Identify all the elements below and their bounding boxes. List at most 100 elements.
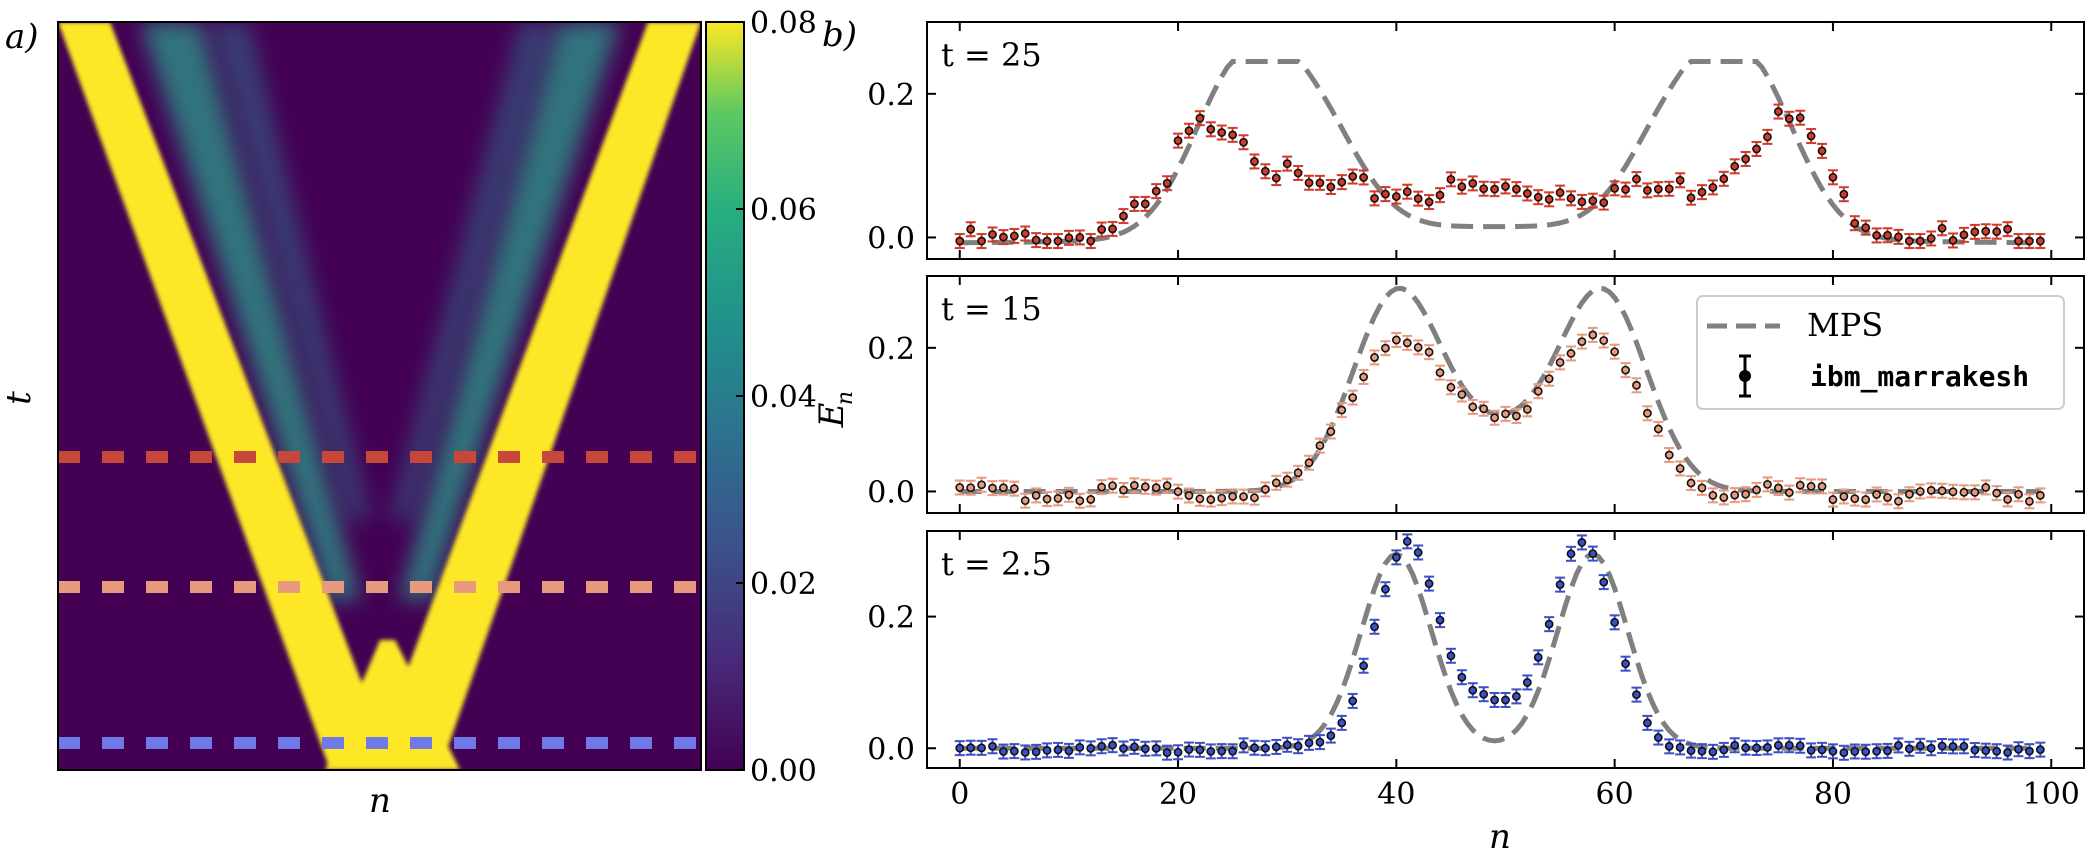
device-point xyxy=(1871,486,1882,503)
x-tick-label: 0 xyxy=(950,777,969,812)
device-point xyxy=(1074,229,1085,246)
device-point xyxy=(1336,174,1347,191)
device-point xyxy=(1205,743,1216,760)
device-point xyxy=(987,226,998,243)
device-point xyxy=(1675,739,1686,756)
device-point xyxy=(1358,169,1369,186)
device-point xyxy=(1740,739,1751,756)
device-point xyxy=(1795,737,1806,754)
device-point xyxy=(1314,734,1325,751)
device-point xyxy=(1664,180,1675,197)
y-tick-label: 0.2 xyxy=(867,78,915,113)
colorbar-label-sub: n xyxy=(833,391,858,405)
subplot-time-label: t = 2.5 xyxy=(941,545,1052,583)
device-point xyxy=(1653,420,1664,437)
device-point xyxy=(1991,743,2002,760)
device-point xyxy=(1194,490,1205,507)
device-point xyxy=(1915,233,1926,250)
device-point xyxy=(976,233,987,250)
device-point xyxy=(1991,485,2002,502)
device-point xyxy=(1140,478,1151,495)
device-point xyxy=(1980,479,1991,496)
device-point xyxy=(1565,345,1576,362)
device-point xyxy=(1445,647,1456,664)
device-point xyxy=(1380,186,1391,203)
device-point xyxy=(1784,737,1795,754)
device-point xyxy=(1576,193,1587,210)
device-point xyxy=(1762,739,1773,756)
device-point xyxy=(1718,170,1729,187)
device-point xyxy=(976,476,987,493)
device-point xyxy=(1740,150,1751,167)
device-point xyxy=(1642,182,1653,199)
device-point xyxy=(1958,484,1969,501)
device-point xyxy=(1205,121,1216,138)
device-point xyxy=(1544,191,1555,208)
device-point xyxy=(1282,155,1293,172)
device-point xyxy=(1369,190,1380,207)
device-point xyxy=(1107,477,1118,494)
device-point xyxy=(1478,686,1489,703)
device-point xyxy=(1162,175,1173,192)
x-tick-label: 60 xyxy=(1596,777,1634,812)
device-point xyxy=(1948,738,1959,755)
device-point xyxy=(1391,188,1402,205)
device-point xyxy=(1129,477,1140,494)
device-point xyxy=(1555,354,1566,371)
device-point xyxy=(1173,483,1184,500)
colorbar-label: E n xyxy=(812,391,858,429)
device-point xyxy=(1031,487,1042,504)
device-point xyxy=(1522,401,1533,418)
device-point xyxy=(1129,738,1140,755)
device-point xyxy=(1096,738,1107,755)
device-point xyxy=(1074,492,1085,509)
device-point xyxy=(1849,215,1860,232)
device-point xyxy=(1784,110,1795,127)
device-point xyxy=(1729,737,1740,754)
device-point xyxy=(1467,398,1478,415)
device-point xyxy=(1806,742,1817,759)
device-point xyxy=(1587,545,1598,562)
device-point xyxy=(1085,233,1096,250)
device-point xyxy=(1707,743,1718,760)
device-point xyxy=(1260,740,1271,757)
device-point xyxy=(1784,484,1795,501)
device-point xyxy=(954,233,965,250)
device-point xyxy=(1565,190,1576,207)
device-point xyxy=(1500,178,1511,195)
device-point xyxy=(1664,447,1675,464)
legend: MPS ibm_marrakesh xyxy=(1696,295,2065,410)
device-point xyxy=(1347,168,1358,185)
heatmap-secondary-fronts xyxy=(140,22,620,600)
device-point xyxy=(1042,233,1053,250)
device-point xyxy=(1052,233,1063,250)
device-point xyxy=(1282,471,1293,488)
device-point xyxy=(1238,488,1249,505)
device-point xyxy=(1937,482,1948,499)
device-point xyxy=(1489,181,1500,198)
device-point xyxy=(987,738,998,755)
device-point xyxy=(1882,742,1893,759)
device-point xyxy=(1806,128,1817,145)
device-point xyxy=(1817,741,1828,758)
legend-box xyxy=(1696,295,2065,410)
subplot-time-label: t = 15 xyxy=(941,290,1042,328)
device-point xyxy=(1991,223,2002,240)
x-tick-label: 100 xyxy=(2023,777,2080,812)
device-point xyxy=(1282,736,1293,753)
device-point xyxy=(1620,655,1631,672)
device-point xyxy=(1500,405,1511,422)
device-point xyxy=(1686,189,1697,206)
device-point xyxy=(1838,186,1849,203)
colorbar-tick-label: 0.08 xyxy=(750,6,817,41)
device-point xyxy=(1762,476,1773,493)
device-point xyxy=(2035,487,2046,504)
device-point xyxy=(1391,549,1402,566)
device-point xyxy=(1860,219,1871,236)
device-point xyxy=(1751,481,1762,498)
device-point xyxy=(1587,326,1598,343)
colorbar-ticks: 0.00 0.02 0.04 0.06 0.08 xyxy=(736,6,817,789)
device-point xyxy=(1424,344,1435,361)
device-point xyxy=(2013,233,2024,250)
panel-b-subplots: 0.0 0.2 t = 25 0.0 0.2 t = 15 0.0 0.2 0 20 40 60 80 1… xyxy=(867,21,2085,812)
